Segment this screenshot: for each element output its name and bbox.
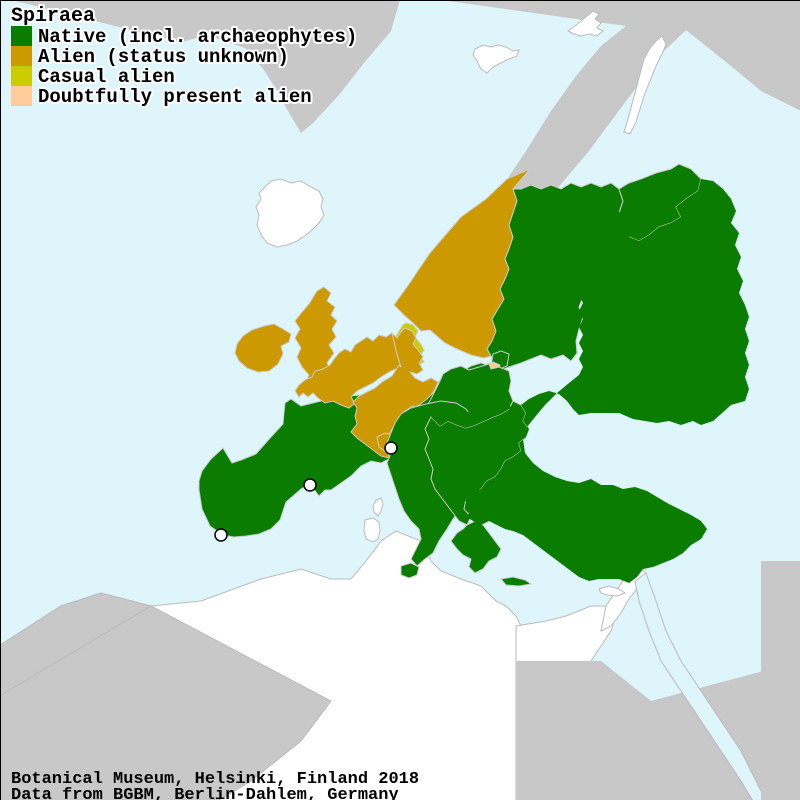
svg-text:Spiraea: Spiraea — [11, 5, 95, 28]
svg-text:Casual alien: Casual alien — [38, 66, 175, 88]
svg-text:Native (incl. archaeophytes): Native (incl. archaeophytes) — [38, 26, 357, 48]
svg-text:Doubtfully present alien: Doubtfully present alien — [38, 86, 312, 108]
svg-text:Data from BGBM, Berlin-Dahlem,: Data from BGBM, Berlin-Dahlem, Germany — [11, 786, 399, 800]
svg-text:Alien (status unknown): Alien (status unknown) — [38, 46, 289, 68]
